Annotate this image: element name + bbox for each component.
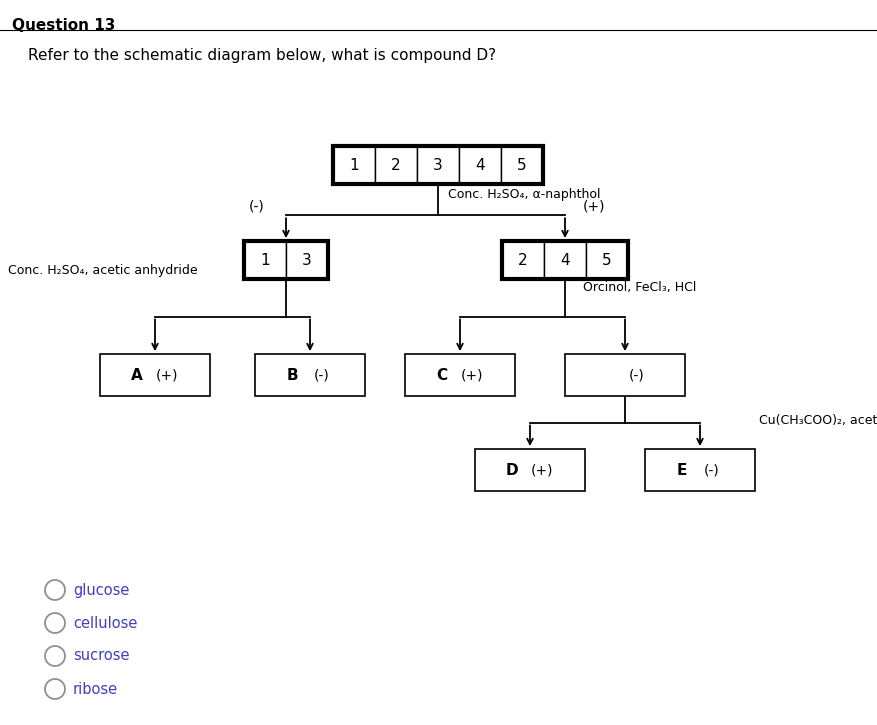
Text: 5: 5 (602, 252, 612, 268)
Text: 5: 5 (517, 157, 527, 173)
Text: E: E (677, 463, 688, 478)
Text: sucrose: sucrose (73, 648, 130, 663)
Text: Conc. H₂SO₄, α-naphthol: Conc. H₂SO₄, α-naphthol (448, 188, 601, 201)
Text: glucose: glucose (73, 582, 130, 597)
Text: 2: 2 (391, 157, 401, 173)
Text: 3: 3 (302, 252, 312, 268)
Bar (459, 146, 501, 184)
Bar (502, 241, 544, 279)
Text: (-): (-) (704, 463, 720, 477)
Text: Refer to the schematic diagram below, what is compound D?: Refer to the schematic diagram below, wh… (28, 48, 496, 63)
Bar (501, 146, 543, 184)
Bar (645, 449, 755, 491)
Bar (244, 241, 286, 279)
Bar (100, 354, 210, 396)
Text: (-): (-) (629, 368, 645, 382)
Bar (565, 354, 685, 396)
Text: 4: 4 (475, 157, 485, 173)
Text: (+): (+) (583, 199, 605, 213)
Bar (405, 354, 515, 396)
Text: Orcinol, FeCl₃, HCl: Orcinol, FeCl₃, HCl (583, 281, 696, 294)
Bar (544, 241, 586, 279)
Text: ribose: ribose (73, 682, 118, 697)
Bar (333, 146, 543, 184)
Text: B: B (286, 368, 298, 383)
Text: Conc. H₂SO₄, acetic anhydride: Conc. H₂SO₄, acetic anhydride (8, 264, 197, 277)
Bar (417, 146, 459, 184)
Text: 3: 3 (433, 157, 443, 173)
Text: (+): (+) (531, 463, 553, 477)
Bar (286, 241, 328, 279)
Text: (+): (+) (460, 368, 483, 382)
Text: Cu(CH₃COO)₂, acetic acid: Cu(CH₃COO)₂, acetic acid (759, 414, 877, 427)
Text: (-): (-) (314, 368, 330, 382)
Bar (375, 146, 417, 184)
Bar (333, 146, 375, 184)
Text: D: D (506, 463, 518, 478)
Text: cellulose: cellulose (73, 616, 138, 631)
Text: (-): (-) (248, 199, 264, 213)
Text: 1: 1 (260, 252, 270, 268)
Text: 1: 1 (349, 157, 359, 173)
Bar (502, 241, 628, 279)
Text: A: A (132, 368, 143, 383)
Bar (586, 241, 628, 279)
Bar (255, 354, 365, 396)
Text: (+): (+) (156, 368, 178, 382)
Bar (475, 449, 585, 491)
Bar (244, 241, 328, 279)
Text: C: C (437, 368, 447, 383)
Text: 4: 4 (560, 252, 570, 268)
Text: Question 13: Question 13 (12, 18, 116, 33)
Text: 2: 2 (518, 252, 528, 268)
